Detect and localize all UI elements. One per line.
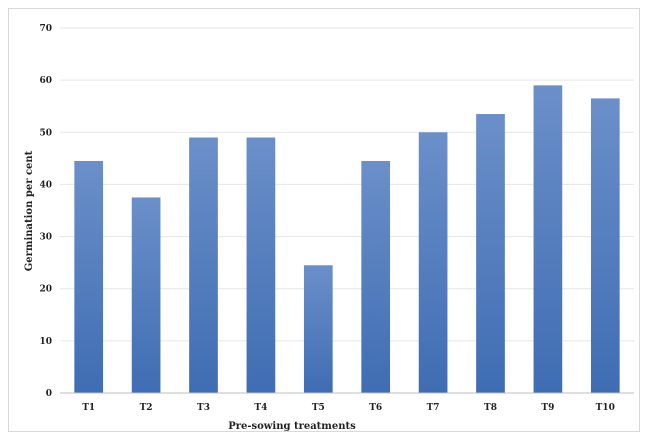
y-tick-label: 40 bbox=[39, 180, 52, 190]
x-tick-label: T2 bbox=[140, 403, 153, 413]
x-axis-title: Pre-sowing treatments bbox=[228, 421, 356, 432]
x-tick-label: T8 bbox=[484, 403, 497, 413]
bar-t4 bbox=[246, 137, 276, 393]
bar-t2 bbox=[131, 197, 161, 393]
y-tick-label: 0 bbox=[46, 389, 52, 399]
y-tick-label: 10 bbox=[39, 337, 52, 347]
bar-t8 bbox=[476, 114, 505, 394]
x-tick-label: T4 bbox=[254, 403, 267, 413]
bar-t6 bbox=[361, 160, 391, 393]
x-tick-label: T7 bbox=[427, 403, 440, 413]
y-tick-label: 70 bbox=[39, 24, 52, 34]
x-tick-label: T3 bbox=[197, 403, 210, 413]
bar-t7 bbox=[418, 132, 448, 394]
x-tick-label: T9 bbox=[541, 403, 554, 413]
y-axis-ticks: 0 10 20 30 40 50 60 70 bbox=[39, 24, 52, 399]
bars bbox=[74, 85, 620, 394]
bar-t1 bbox=[74, 160, 104, 393]
y-tick-label: 20 bbox=[39, 285, 52, 295]
x-tick-label: T1 bbox=[82, 403, 95, 413]
y-axis-title: Germination per cent bbox=[24, 150, 35, 271]
x-tick-label: T6 bbox=[369, 403, 382, 413]
x-axis-ticks: T1 T2 T3 T4 T5 T6 T7 T8 T9 T10 bbox=[82, 403, 615, 413]
y-tick-label: 60 bbox=[39, 76, 52, 86]
x-tick-label: T5 bbox=[312, 403, 325, 413]
x-tick-label: T10 bbox=[596, 403, 615, 413]
y-tick-label: 30 bbox=[39, 233, 52, 243]
bar-t5 bbox=[303, 265, 333, 393]
bar-t10 bbox=[590, 98, 620, 394]
bar-t3 bbox=[189, 137, 218, 393]
bar-t9 bbox=[533, 85, 563, 393]
y-tick-label: 50 bbox=[39, 128, 52, 138]
